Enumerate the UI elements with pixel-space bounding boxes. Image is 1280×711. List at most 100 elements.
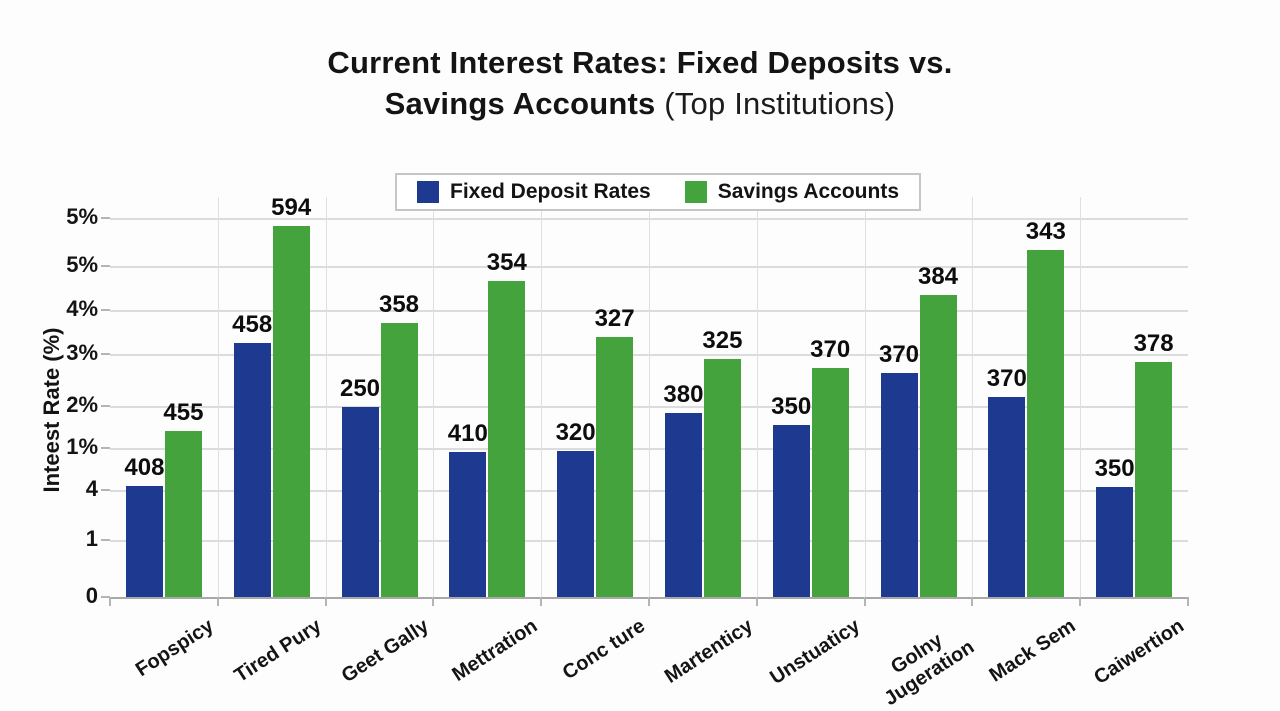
gridline-vertical <box>217 197 219 597</box>
y-tick-label: 2% <box>66 392 98 418</box>
bar-value-label: 594 <box>271 193 312 221</box>
chart-title-line2-light: (Top Institutions) <box>655 86 896 121</box>
bar-value-label: 455 <box>163 399 204 426</box>
bar-value-label: 350 <box>1094 455 1135 482</box>
gridline-vertical <box>433 197 435 597</box>
y-tick-label: 1% <box>66 434 98 460</box>
bar-value-label: 354 <box>486 249 527 276</box>
bar-fixed-deposit-rates <box>449 451 487 597</box>
bar-fixed-deposit-rates <box>341 407 379 597</box>
bar-savings-accounts <box>164 431 202 597</box>
bar-fixed-deposit-rates <box>1096 487 1134 597</box>
gridline-vertical <box>972 197 974 597</box>
y-axis-tick <box>101 217 110 220</box>
bar-value-label: 358 <box>378 291 420 318</box>
y-axis-tick <box>101 265 110 268</box>
legend-label: Fixed Deposit Rates <box>449 180 651 203</box>
chart-title-line2-bold: Savings Accounts <box>384 86 656 121</box>
bar-fixed-deposit-rates <box>664 413 702 597</box>
x-axis-tick <box>324 597 327 606</box>
bar-fixed-deposit-rates <box>988 397 1026 597</box>
bar-savings-accounts <box>380 323 418 597</box>
bar-savings-accounts <box>272 225 310 597</box>
y-axis-tick <box>101 539 110 542</box>
chart-title: Current Interest Rates: Fixed Deposits v… <box>0 42 1280 124</box>
chart-title-line1: Current Interest Rates: Fixed Deposits v… <box>327 45 953 80</box>
legend-swatch-fixed-deposit-icon <box>416 181 439 203</box>
category-label: Martenticy <box>660 614 757 688</box>
bar-fixed-deposit-rates <box>880 373 918 597</box>
bar-value-label: 320 <box>555 419 596 446</box>
x-axis-tick <box>863 597 866 606</box>
chart-title-line2: Savings Accounts (Top Institutions) <box>0 83 1280 124</box>
x-axis-tick <box>109 597 111 606</box>
bar-savings-accounts <box>596 337 634 597</box>
legend-entry-savings-accounts: Savings Accounts <box>684 180 900 204</box>
bar-savings-accounts <box>811 367 849 597</box>
y-axis-tick <box>101 353 110 356</box>
bar-savings-accounts <box>488 281 526 597</box>
y-tick-label: 0 <box>85 583 98 608</box>
category-label: Tired Pury <box>230 614 326 687</box>
y-axis-tick <box>101 596 110 598</box>
y-tick-label: 4% <box>66 296 98 322</box>
gridline-vertical <box>541 197 543 597</box>
y-axis-tick <box>101 405 110 408</box>
legend-label: Savings Accounts <box>717 180 900 203</box>
x-axis-tick <box>755 597 758 606</box>
y-tick-label: 5% <box>66 252 98 278</box>
x-axis-tick <box>648 597 650 606</box>
bar-value-label: 370 <box>878 341 920 368</box>
category-label: Caiwertion <box>1089 614 1188 689</box>
bar-value-label: 370 <box>986 365 1027 392</box>
legend-entry-fixed-deposit-rates: Fixed Deposit Rates <box>416 180 651 204</box>
category-label: Mack Sem <box>985 614 1080 687</box>
bar-fixed-deposit-rates <box>557 451 595 597</box>
category-label: Unstuaticy <box>766 614 865 689</box>
x-axis-tick <box>432 597 435 606</box>
y-tick-label: 1 <box>85 526 98 552</box>
legend-swatch-savings-icon <box>684 181 707 203</box>
bar-value-label: 343 <box>1025 217 1066 245</box>
category-label: Mettration <box>447 614 541 686</box>
y-axis-tick <box>101 489 110 492</box>
bar-savings-accounts <box>703 359 741 597</box>
bar-value-label: 370 <box>810 335 851 363</box>
bar-value-label: 458 <box>232 311 273 338</box>
bar-fixed-deposit-rates <box>125 485 163 597</box>
bar-fixed-deposit-rates <box>772 425 810 597</box>
x-axis-tick <box>1187 597 1189 606</box>
gridline-vertical <box>756 197 758 597</box>
bar-value-label: 327 <box>594 305 635 332</box>
legend: Fixed Deposit Rates Savings Accounts <box>394 173 922 211</box>
category-label: Geet Gally <box>338 614 434 688</box>
bar-savings-accounts <box>1135 361 1173 597</box>
x-axis-tick <box>216 597 219 606</box>
gridline-vertical <box>1080 197 1082 597</box>
y-axis-tick <box>101 309 110 312</box>
bar-value-label: 325 <box>702 327 743 354</box>
gridline-vertical <box>325 197 327 597</box>
category-label: Golny Jugeration <box>880 629 979 711</box>
plot-area: 5% 5% 4% 3% 2% 1% 4 1 0 408 455 Fopspicy 458 594 Tired… <box>66 193 1189 710</box>
y-tick-label: 3% <box>66 340 98 366</box>
bar-value-label: 250 <box>339 375 381 402</box>
bar-value-label: 410 <box>447 419 488 447</box>
bar-value-label: 384 <box>917 263 959 290</box>
bar-savings-accounts <box>919 295 957 597</box>
y-tick-label: 4 <box>85 476 98 502</box>
gridline-vertical <box>864 197 866 597</box>
bar-value-label: 378 <box>1133 329 1174 357</box>
y-tick-label: 5% <box>66 204 98 230</box>
bar-value-label: 350 <box>771 393 812 420</box>
bar-value-label: 408 <box>124 453 165 481</box>
bar-value-label: 380 <box>663 381 704 408</box>
gridline-vertical <box>649 197 650 597</box>
x-axis-tick <box>1079 597 1082 606</box>
y-axis-tick <box>101 447 110 450</box>
category-label: Fopspicy <box>131 614 218 682</box>
bar-fixed-deposit-rates <box>233 343 271 597</box>
x-axis-tick <box>971 597 974 606</box>
bar-savings-accounts <box>1027 249 1065 597</box>
